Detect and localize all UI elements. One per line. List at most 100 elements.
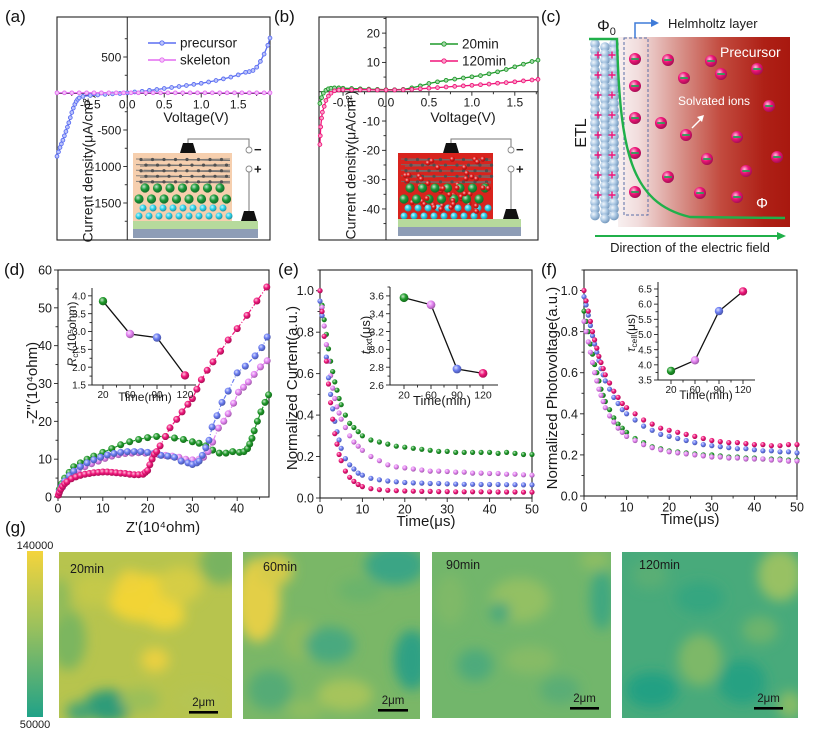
skeleton-node: [167, 174, 171, 178]
data-point: [393, 488, 399, 494]
data-point: [392, 87, 397, 93]
ion-sphere: [462, 191, 468, 197]
data-point: [529, 451, 535, 458]
data-point: [323, 342, 329, 348]
data-point: [461, 489, 467, 495]
data-point: [342, 468, 348, 474]
data-point: [529, 482, 535, 488]
data-point: [359, 447, 365, 453]
ion-sphere: [464, 170, 470, 176]
data-point: [162, 433, 169, 440]
data-point: [144, 434, 152, 442]
ion-sphere: [435, 164, 441, 170]
data-point: [321, 317, 327, 323]
ion-sphere: [473, 176, 479, 182]
x-tick-label: 0: [581, 501, 588, 515]
solvated-ion: [701, 153, 713, 165]
data-point: [452, 84, 458, 89]
etl-sphere: [600, 114, 610, 125]
data-point: [649, 427, 655, 433]
x-tick-label: 60: [689, 385, 701, 396]
green-sphere: [399, 194, 409, 204]
device-schematic-precursor: −+: [133, 138, 262, 238]
data-point: [529, 77, 535, 83]
data-point: [393, 479, 399, 485]
map-label: 120min: [639, 558, 680, 572]
data-point: [785, 458, 792, 464]
data-point: [250, 427, 258, 435]
scale-bar-label: 2μm: [757, 693, 780, 705]
y-tick-label: -10: [363, 114, 381, 128]
data-point: [321, 333, 327, 339]
data-point: [529, 59, 535, 64]
data-point: [632, 437, 638, 444]
green-sphere: [171, 194, 182, 204]
etl-sphere: [609, 204, 619, 214]
data-point: [478, 470, 484, 476]
data-point: [340, 87, 346, 93]
data-point: [400, 87, 406, 93]
cyan-sphere: [454, 204, 462, 212]
data-point: [220, 417, 228, 425]
x-axis-label: Z'(10⁴ohm): [126, 519, 200, 536]
data-point: [596, 386, 602, 392]
etl-sphere: [600, 180, 610, 191]
skeleton-node: [489, 174, 494, 178]
skeleton-node: [150, 169, 155, 173]
map-domain: [66, 702, 94, 718]
data-point: [619, 425, 625, 431]
minus-sign-icon: −: [516, 142, 524, 157]
y-label-symbol: τ: [624, 346, 638, 352]
data-point: [410, 466, 416, 472]
data-point: [611, 394, 617, 400]
data-point: [70, 105, 76, 111]
map-image-60min: 60min 2μm: [243, 552, 420, 719]
data-point: [321, 104, 327, 109]
y-tick-label: 0: [45, 491, 52, 505]
data-point: [253, 417, 261, 425]
colorbar-max-label: 140000: [17, 540, 54, 552]
data-point: [600, 366, 606, 372]
data-point: [325, 375, 332, 381]
skeleton-node: [461, 169, 466, 173]
data-point: [209, 90, 215, 96]
ion-sphere: [474, 159, 480, 165]
x-tick-label: 120: [474, 390, 492, 402]
y-tick-label: 0.0: [561, 490, 578, 504]
data-point: [666, 427, 672, 433]
top-electrode: [443, 143, 459, 153]
x-tick-label: 60: [124, 390, 136, 401]
solvated-ion: [694, 187, 706, 199]
series-t-ext: [399, 293, 488, 378]
y-label-symbol: R: [65, 357, 79, 366]
ion-sphere: [480, 185, 486, 191]
data-point: [224, 410, 232, 418]
data-point: [206, 79, 211, 85]
data-point: [198, 451, 206, 459]
data-point: [734, 446, 741, 452]
x-tick-label: 1.5: [230, 97, 247, 111]
positive-charge-icon: [608, 51, 616, 59]
data-point: [495, 450, 501, 456]
data-point: [233, 325, 241, 333]
data-point: [347, 420, 353, 426]
map-domain: [248, 670, 292, 710]
data-point: [602, 372, 608, 378]
etl-sphere: [609, 98, 619, 109]
legend-label: 120min: [462, 54, 506, 69]
ion-sphere: [431, 204, 437, 210]
skeleton-node: [484, 169, 489, 173]
etl-sphere: [609, 197, 619, 208]
data-point: [98, 297, 108, 306]
data-point: [717, 444, 723, 450]
series-line: [403, 297, 484, 375]
y-label-subscript: ext: [364, 338, 374, 351]
data-point: [76, 463, 84, 471]
series-120min: [581, 287, 800, 449]
y-tick-label: 0.0: [297, 492, 314, 506]
data-point: [512, 489, 518, 495]
data-point: [106, 90, 112, 96]
solvated-ion: [629, 112, 641, 124]
skeleton-node: [213, 163, 217, 167]
data-point: [103, 451, 111, 459]
